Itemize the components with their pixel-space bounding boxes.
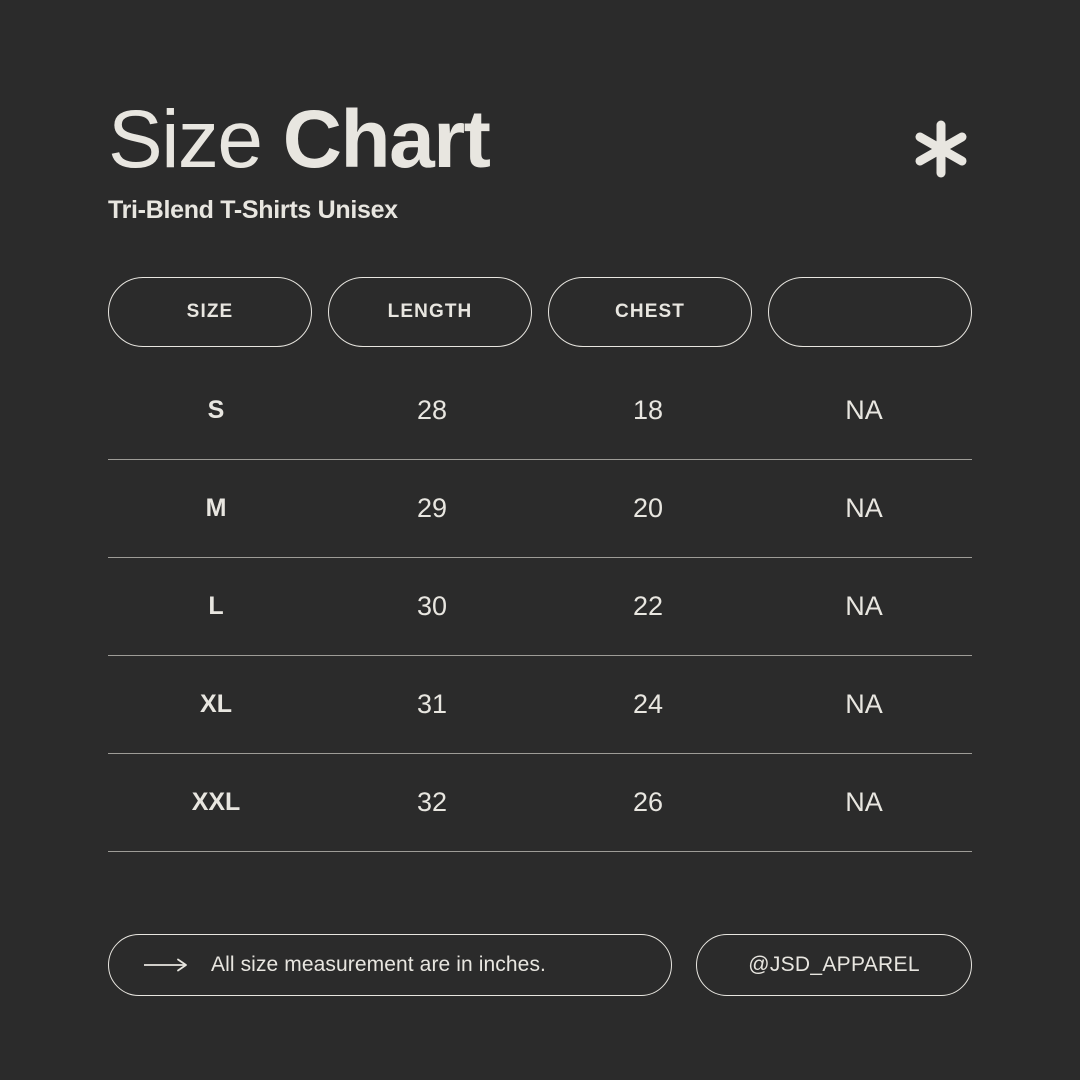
cell-length: 30	[416, 591, 448, 621]
cell-size: L	[208, 592, 224, 620]
cell-size: XL	[200, 690, 232, 718]
arrow-right-icon	[143, 958, 189, 972]
cell-length: 32	[416, 787, 448, 817]
cell-size: M	[205, 494, 227, 522]
cell-extra: NA	[845, 493, 883, 523]
column-header-extra[interactable]	[768, 277, 972, 347]
measurement-note-pill[interactable]: All size measurement are in inches.	[108, 934, 672, 996]
cell-extra: NA	[845, 591, 883, 621]
column-header-chest[interactable]: CHEST	[548, 277, 752, 347]
asterisk-icon	[910, 118, 972, 180]
cell-extra: NA	[845, 689, 883, 719]
cell-chest: 20	[632, 493, 664, 523]
table-row: S 28 18 NA	[108, 362, 972, 460]
cell-extra: NA	[845, 395, 883, 425]
table-row: XL 31 24 NA	[108, 656, 972, 754]
table-row: XXL 32 26 NA	[108, 754, 972, 852]
cell-chest: 18	[632, 395, 664, 425]
cell-extra: NA	[845, 787, 883, 817]
header: Size Chart Tri-Blend T-Shirts Unisex	[108, 99, 972, 225]
cell-size: XXL	[191, 788, 241, 816]
cell-chest: 24	[632, 689, 664, 719]
cell-chest: 22	[632, 591, 664, 621]
column-header-size[interactable]: SIZE	[108, 277, 312, 347]
cell-chest: 26	[632, 787, 664, 817]
cell-length: 29	[416, 493, 448, 523]
brand-handle-pill[interactable]: @JSD_APPAREL	[696, 934, 972, 996]
size-table: S 28 18 NA M 29 20 NA L 30 22 NA XL 31 2…	[108, 362, 972, 852]
cell-size: S	[207, 396, 225, 424]
column-header-length[interactable]: LENGTH	[328, 277, 532, 347]
table-row: M 29 20 NA	[108, 460, 972, 558]
measurement-note-text: All size measurement are in inches.	[211, 953, 546, 976]
page-title-bold: Chart	[261, 94, 491, 185]
table-header-row: SIZE LENGTH CHEST	[108, 277, 972, 347]
page-subtitle: Tri-Blend T-Shirts Unisex	[108, 196, 398, 225]
cell-length: 31	[416, 689, 448, 719]
footer: All size measurement are in inches. @JSD…	[108, 934, 972, 996]
table-row: L 30 22 NA	[108, 558, 972, 656]
page-title: Size Chart	[108, 99, 972, 181]
page-title-light: Size	[108, 94, 263, 185]
cell-length: 28	[416, 395, 448, 425]
